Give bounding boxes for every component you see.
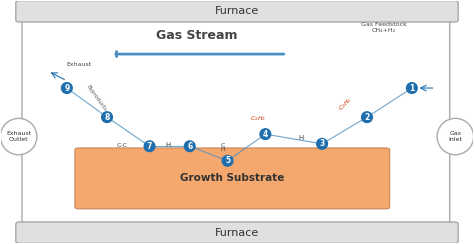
Text: H: H bbox=[220, 147, 225, 152]
FancyBboxPatch shape bbox=[75, 148, 390, 209]
Text: 7: 7 bbox=[147, 142, 152, 151]
Ellipse shape bbox=[0, 118, 37, 155]
Ellipse shape bbox=[222, 155, 233, 166]
Text: Byproducts: Byproducts bbox=[85, 84, 108, 112]
Text: $C_2H_2$: $C_2H_2$ bbox=[337, 95, 355, 113]
Ellipse shape bbox=[102, 112, 112, 122]
Text: H: H bbox=[298, 135, 303, 141]
Text: Gas
inlet: Gas inlet bbox=[448, 131, 462, 142]
Text: $C_2H_2$: $C_2H_2$ bbox=[250, 114, 266, 123]
Ellipse shape bbox=[317, 139, 328, 149]
Text: Gas Feedstock
CH₄+H₂: Gas Feedstock CH₄+H₂ bbox=[361, 22, 406, 33]
Ellipse shape bbox=[407, 83, 417, 93]
Ellipse shape bbox=[144, 141, 155, 152]
Text: C: C bbox=[220, 142, 225, 148]
Text: 1: 1 bbox=[409, 83, 414, 92]
Text: 6: 6 bbox=[187, 142, 192, 151]
Ellipse shape bbox=[437, 118, 474, 155]
FancyBboxPatch shape bbox=[16, 222, 458, 243]
Text: 4: 4 bbox=[263, 130, 268, 139]
Text: H: H bbox=[166, 142, 171, 148]
Text: 5: 5 bbox=[225, 156, 230, 165]
Ellipse shape bbox=[362, 112, 372, 122]
Text: Growth Substrate: Growth Substrate bbox=[180, 173, 284, 183]
Text: 9: 9 bbox=[64, 83, 70, 92]
FancyBboxPatch shape bbox=[16, 1, 458, 22]
Text: C-C: C-C bbox=[117, 142, 128, 148]
Text: 3: 3 bbox=[319, 139, 325, 148]
Text: Gas Stream: Gas Stream bbox=[156, 29, 237, 42]
Text: Exhaust: Exhaust bbox=[66, 62, 91, 67]
FancyBboxPatch shape bbox=[22, 14, 450, 230]
Ellipse shape bbox=[62, 83, 72, 93]
Text: 2: 2 bbox=[365, 113, 370, 122]
Text: 8: 8 bbox=[104, 113, 109, 122]
Ellipse shape bbox=[260, 129, 271, 140]
Text: Furnace: Furnace bbox=[215, 228, 259, 238]
Text: Furnace: Furnace bbox=[215, 6, 259, 16]
Text: Exhaust
Outlet: Exhaust Outlet bbox=[6, 131, 31, 142]
Ellipse shape bbox=[184, 141, 195, 152]
